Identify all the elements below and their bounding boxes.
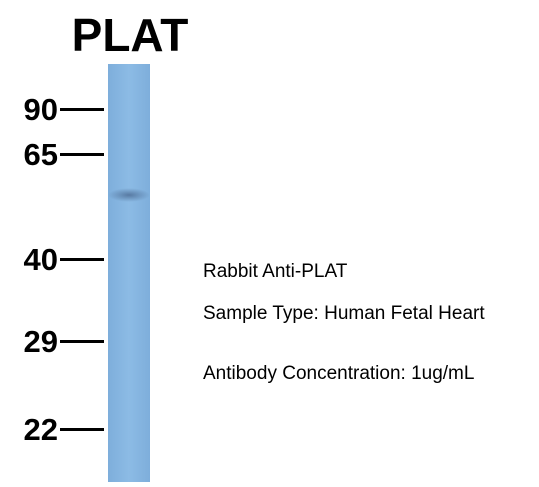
marker-tick (60, 340, 104, 343)
marker-label: 40 (0, 243, 58, 277)
antibody-note: Rabbit Anti-PLAT (203, 263, 503, 281)
lane (108, 64, 150, 482)
blot-figure: PLAT 90 65 40 29 22 Rabbit Anti-PLAT Sam… (0, 0, 539, 487)
marker-label: 29 (0, 325, 58, 359)
title: PLAT (60, 8, 200, 62)
band (108, 188, 150, 202)
sample-note: Sample Type: Human Fetal Heart (203, 305, 493, 323)
marker-tick (60, 258, 104, 261)
concentration-note: Antibody Concentration: 1ug/mL (203, 365, 539, 383)
marker-label: 22 (0, 413, 58, 447)
marker-label: 65 (0, 138, 58, 172)
marker-label: 90 (0, 93, 58, 127)
marker-tick (60, 428, 104, 431)
marker-tick (60, 153, 104, 156)
marker-tick (60, 108, 104, 111)
